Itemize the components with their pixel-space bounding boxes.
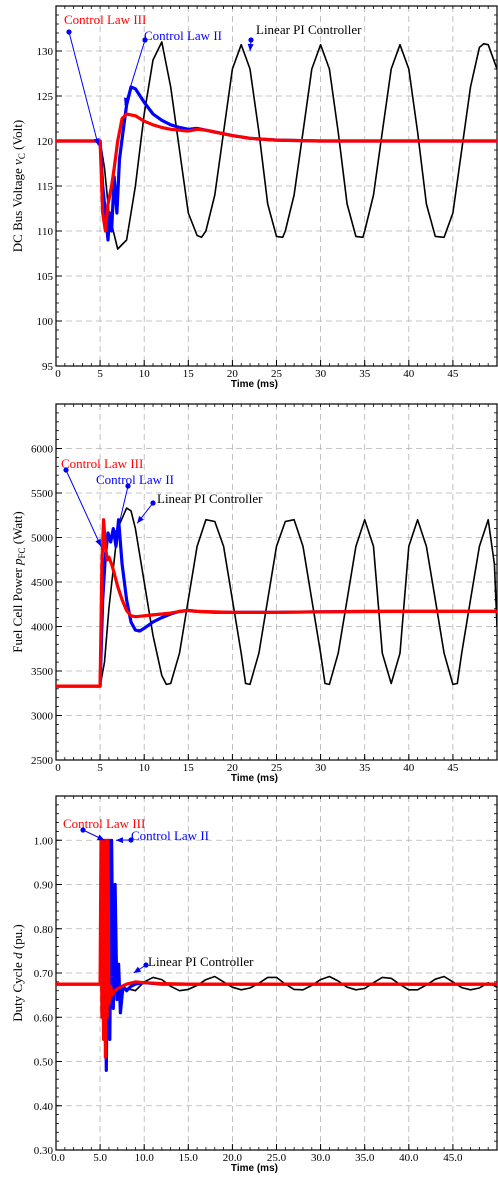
- annotation-arrowhead: [137, 515, 144, 524]
- annotation-arrowhead: [133, 966, 142, 973]
- y-tick-label: 100: [37, 316, 54, 328]
- x-tick-label: 35.0: [355, 1152, 375, 1164]
- y-tick-label: 110: [37, 226, 54, 238]
- y-tick-label: 0.50: [34, 1057, 54, 1069]
- annotation-arrow: [65, 469, 102, 547]
- series-line-control-law-iii: [56, 112, 497, 233]
- x-tick-label: 5.0: [93, 1152, 107, 1164]
- x-tick-label: 5: [97, 762, 103, 774]
- x-tick-label: 15: [183, 762, 195, 774]
- x-tick-label: 0.0: [51, 1152, 65, 1164]
- x-tick-label: 0: [55, 762, 61, 774]
- annotation-arrow: [115, 485, 129, 538]
- annotation-arrow: [68, 31, 99, 146]
- x-tick-label: 20: [227, 762, 239, 774]
- annotation-arrowhead: [247, 43, 254, 51]
- x-tick-label: 45: [447, 762, 459, 774]
- chart-panel-3: 0.0 5.0 10.0 15.0 20.0 25.0 30.0 35.0 40.0 45.0 0.…: [10, 795, 498, 1174]
- annotation-label: Linear PI Controller: [256, 22, 362, 37]
- series-line-linear-pi-controller: [56, 507, 497, 687]
- annotation-label: Linear PI Controller: [157, 491, 263, 506]
- annotation-arrowhead: [114, 530, 121, 538]
- annotation-arrowhead: [124, 97, 130, 105]
- x-tick-label: 5: [97, 368, 103, 380]
- annotation-label: Control Law III: [64, 12, 146, 27]
- y-tick-label: 130: [37, 46, 54, 58]
- annotation-label: Control Law III: [63, 816, 145, 831]
- x-tick-label: 30: [315, 762, 327, 774]
- y-tick-label: 0.70: [34, 968, 54, 980]
- x-tick-label: 35: [359, 762, 371, 774]
- x-tick-label: 0: [55, 368, 61, 380]
- x-tick-label: 30: [315, 368, 327, 380]
- y-tick-label: 0.60: [34, 1012, 54, 1024]
- x-tick-label: 15: [183, 368, 195, 380]
- annotation-arrowhead: [115, 837, 124, 844]
- y-tick-label: 120: [37, 136, 54, 148]
- y-tick-label: 0.80: [34, 924, 54, 936]
- annotation-arrowhead: [93, 137, 100, 146]
- annotation-arrow: [124, 39, 146, 106]
- x-tick-label: 35: [359, 368, 371, 380]
- chart-panel-2: 0 5 10 15 20 25 30 35 40 45 2500 3000 3500 4000 4500 50…: [10, 403, 498, 784]
- y-tick-label: 6000: [31, 444, 54, 456]
- y-axis-label: Duty Cycle d (pu.): [10, 924, 25, 1022]
- x-tick-label: 20.0: [223, 1152, 243, 1164]
- y-axis-label: Fuel Cell Power pFC (Watt): [10, 511, 27, 652]
- x-tick-label: 40: [403, 368, 415, 380]
- series-line-control-law-ii: [56, 838, 497, 1072]
- x-tick-label: 25: [271, 368, 283, 380]
- x-tick-label: 25.0: [267, 1152, 287, 1164]
- y-tick-label: 0.30: [34, 1145, 54, 1157]
- x-tick-label: 45: [447, 368, 459, 380]
- annotation-label: Linear PI Controller: [148, 954, 254, 969]
- y-axis-label: DC Bus Voltage vC (Volt): [10, 120, 27, 252]
- annotation-label: Control Law II: [144, 28, 222, 43]
- annotation-arrowhead: [95, 538, 101, 547]
- y-tick-label: 0.90: [34, 880, 54, 892]
- y-tick-label: 3500: [31, 666, 54, 678]
- x-tick-label: 40.0: [399, 1152, 419, 1164]
- y-tick-label: 95: [42, 361, 54, 373]
- x-tick-label: 15.0: [179, 1152, 199, 1164]
- x-tick-label: 40: [403, 762, 415, 774]
- series-line-linear-pi-controller: [56, 41, 497, 250]
- x-tick-label: 10.0: [135, 1152, 155, 1164]
- y-tick-label: 4000: [31, 622, 54, 634]
- y-tick-label: 5000: [31, 533, 54, 545]
- x-axis-label: Time (ms): [231, 379, 278, 390]
- y-tick-label: 1.00: [34, 835, 54, 847]
- x-axis-label: Time (ms): [231, 773, 278, 784]
- x-tick-label: 45.0: [443, 1152, 463, 1164]
- y-tick-label: 3000: [31, 711, 54, 723]
- x-tick-label: 20: [227, 368, 239, 380]
- y-tick-label: 4500: [31, 577, 54, 589]
- y-tick-label: 5500: [31, 488, 54, 500]
- chart-panel-1: 0 5 10 15 20 25 30 35 40 45 95 100 105 110 115 120 125 13…: [10, 5, 498, 390]
- x-tick-label: 30.0: [311, 1152, 331, 1164]
- x-tick-label: 10: [139, 368, 151, 380]
- annotation-label: Control Law III: [61, 456, 143, 471]
- annotation-arrowhead: [96, 834, 105, 841]
- y-tick-label: 125: [37, 91, 54, 103]
- series-line-control-law-iii: [56, 838, 497, 1059]
- y-tick-label: 2500: [31, 755, 54, 767]
- x-axis-label: Time (ms): [231, 1163, 278, 1174]
- series-line-control-law-iii: [56, 518, 497, 688]
- annotation-label: Control Law II: [96, 472, 174, 487]
- y-tick-label: 105: [37, 271, 54, 283]
- y-tick-label: 115: [37, 181, 54, 193]
- annotation-label: Control Law II: [131, 828, 209, 843]
- x-tick-label: 25: [271, 762, 283, 774]
- y-tick-label: 0.40: [34, 1101, 54, 1113]
- x-tick-label: 10: [139, 762, 151, 774]
